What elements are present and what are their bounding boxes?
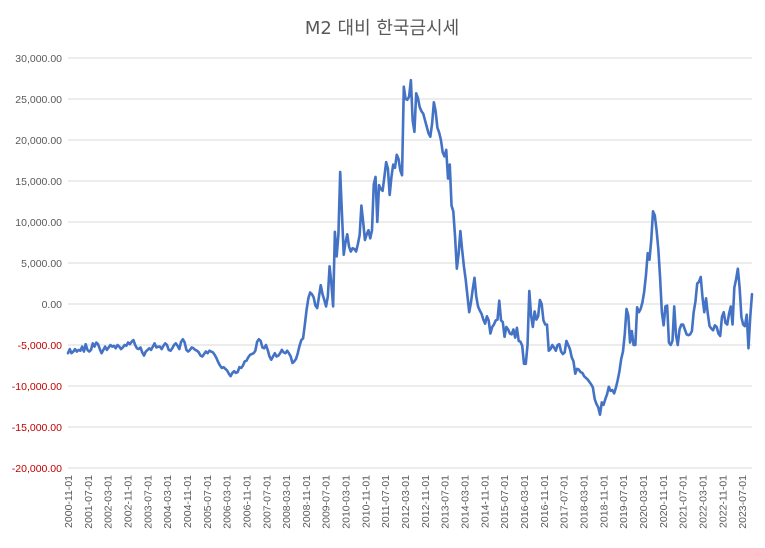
x-tick-label: 2000-11-01 [63, 475, 75, 528]
x-tick-label: 2019-07-01 [618, 475, 630, 529]
y-tick-label: 10,000.00 [15, 217, 62, 229]
chart-title: M2 대비 한국금시세 [305, 18, 459, 39]
y-tick-label: -5,000.00 [18, 340, 63, 352]
x-tick-label: 2012-03-01 [400, 475, 412, 529]
x-tick-label: 2004-03-01 [162, 475, 174, 529]
x-tick-label: 2020-03-01 [638, 475, 650, 529]
x-tick-label: 2005-07-01 [202, 475, 214, 529]
x-tick-label: 2016-03-01 [519, 475, 531, 529]
x-tick-label: 2023-07-01 [737, 475, 749, 529]
x-tick-label: 2022-03-01 [697, 475, 709, 529]
x-tick-label: 2011-07-01 [380, 475, 392, 528]
x-tick-label: 2007-07-01 [261, 475, 273, 529]
x-tick-label: 2016-11-01 [539, 475, 551, 528]
y-tick-label: 30,000.00 [15, 53, 62, 65]
x-tick-label: 2006-11-01 [241, 475, 253, 528]
x-axis-tick-labels: 2000-11-01 2001-07-01 2002-03-01 2002-11-01… [63, 475, 749, 529]
x-tick-label: 2017-07-01 [559, 475, 571, 529]
x-tick-label: 2008-03-01 [281, 475, 293, 529]
x-tick-label: 2002-03-01 [103, 475, 115, 529]
x-tick-label: 2013-07-01 [440, 475, 452, 529]
y-tick-label: 25,000.00 [15, 94, 62, 106]
y-tick-label: 0.00 [42, 299, 63, 311]
x-tick-label: 2010-11-01 [360, 475, 372, 528]
y-tick-label: -15,000.00 [12, 422, 62, 434]
y-axis-tick-labels: 30,000.00 25,000.00 20,000.00 15,000.00 10,0… [12, 53, 62, 475]
y-tick-label: -20,000.00 [12, 463, 62, 475]
x-tick-label: 2006-03-01 [222, 475, 234, 529]
x-tick-label: 2012-11-01 [420, 475, 432, 528]
y-tick-label: 15,000.00 [15, 176, 62, 188]
x-tick-label: 2020-11-01 [658, 475, 670, 528]
series-layer [66, 78, 754, 416]
x-tick-label: 2001-07-01 [83, 475, 95, 529]
x-tick-label: 2002-11-01 [122, 475, 134, 528]
x-tick-label: 2014-11-01 [479, 475, 491, 528]
series-line [66, 78, 754, 416]
x-tick-label: 2022-11-01 [717, 475, 729, 528]
x-tick-label: 2014-03-01 [460, 475, 472, 529]
y-tick-label: -10,000.00 [12, 381, 62, 393]
x-tick-label: 2018-03-01 [578, 475, 590, 529]
x-tick-label: 2008-11-01 [301, 475, 313, 528]
x-tick-label: 2015-07-01 [499, 475, 511, 529]
x-tick-label: 2010-03-01 [341, 475, 353, 529]
x-tick-label: 2003-07-01 [142, 475, 154, 529]
y-tick-label: 5,000.00 [21, 258, 62, 270]
y-tick-label: 20,000.00 [15, 135, 62, 147]
x-tick-label: 2004-11-01 [182, 475, 194, 528]
x-tick-label: 2021-07-01 [678, 475, 690, 529]
gridlines [68, 57, 752, 469]
x-tick-label: 2009-07-01 [321, 475, 333, 529]
x-tick-label: 2018-11-01 [598, 475, 610, 528]
